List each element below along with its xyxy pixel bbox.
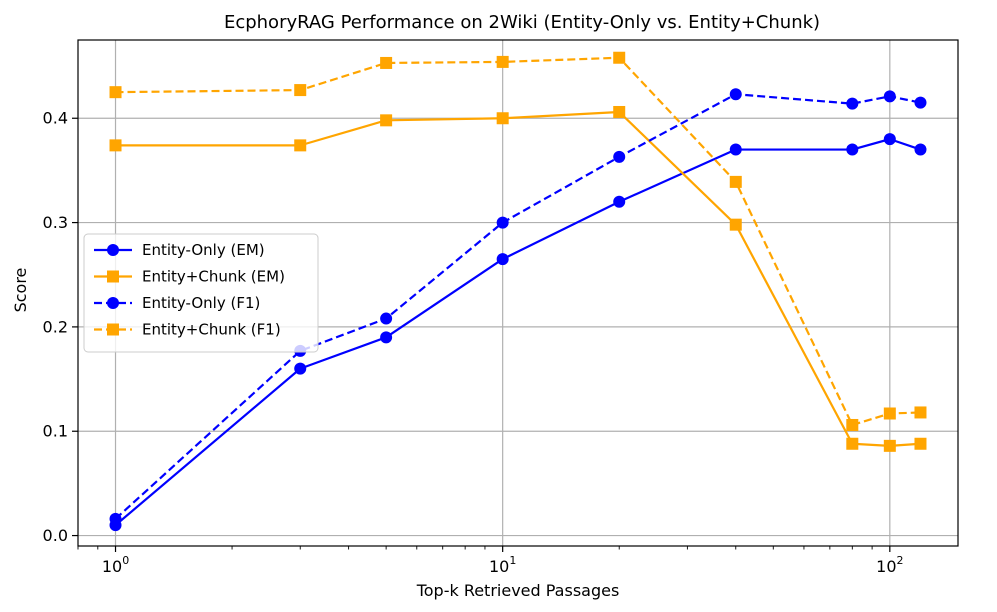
series-entity-only-em [109,133,927,532]
x-tick-base: 10 [102,557,122,576]
data-point [380,114,393,127]
legend-marker [107,323,119,336]
y-axis-label: Score [11,268,30,313]
data-point [496,55,509,68]
data-point [294,139,307,152]
data-point [729,218,742,231]
data-point [729,143,742,156]
data-point [496,216,509,229]
series-entity-only-f1 [109,88,927,525]
data-point [496,112,509,125]
x-tick-exponent: 1 [509,554,516,567]
data-point [294,362,307,375]
legend-label: Entity-Only (EM) [142,241,265,259]
data-point [914,437,927,450]
data-point [380,56,393,69]
legend-label: Entity+Chunk (F1) [142,321,281,339]
data-point [109,512,122,525]
x-tick-label: 102 [876,554,903,576]
y-tick-label: 0.2 [43,317,68,336]
data-point [883,439,896,452]
data-point [883,133,896,146]
data-point [846,97,859,110]
chart-title: EcphoryRAG Performance on 2Wiki (Entity-… [224,12,820,33]
series-entity-chunk-em [109,105,927,452]
y-tick-label: 0.4 [43,109,68,128]
plot-frame [77,39,959,547]
data-point [613,51,626,64]
plot-series [109,51,927,532]
data-point [729,88,742,101]
data-point [613,105,626,118]
data-point [914,96,927,109]
data-point [846,418,859,431]
y-tick-label: 0.1 [43,422,68,441]
legend: Entity-Only (EM) Entity+Chunk (EM) Entity-… [83,233,319,353]
data-point [914,143,927,156]
x-tick-label: 101 [489,554,516,576]
x-axis-label: Top-k Retrieved Passages [416,581,620,600]
legend-label: Entity+Chunk (EM) [142,268,285,286]
data-point [109,86,122,99]
data-point [613,150,626,163]
legend-marker [107,270,119,283]
legend-box [83,233,319,353]
x-tick-exponent: 2 [897,554,904,567]
data-point [883,90,896,103]
data-point [883,407,896,420]
legend-marker [107,297,119,309]
data-point [729,175,742,188]
data-point [846,143,859,156]
data-point [380,331,393,344]
y-tick-label: 0.0 [43,526,68,545]
y-tick-label: 0.3 [43,213,68,232]
x-tick-base: 10 [876,557,896,576]
data-point [294,84,307,97]
series-entity-chunk-f1 [109,51,927,431]
data-point [613,195,626,208]
data-point [914,406,927,419]
data-point [109,139,122,152]
x-tick-label: 100 [102,554,129,576]
legend-marker [107,244,119,256]
legend-label: Entity-Only (F1) [142,294,260,312]
x-tick-exponent: 0 [122,554,129,567]
data-point [846,437,859,450]
x-tick-base: 10 [489,557,509,576]
data-point [496,253,509,266]
data-point [380,312,393,325]
